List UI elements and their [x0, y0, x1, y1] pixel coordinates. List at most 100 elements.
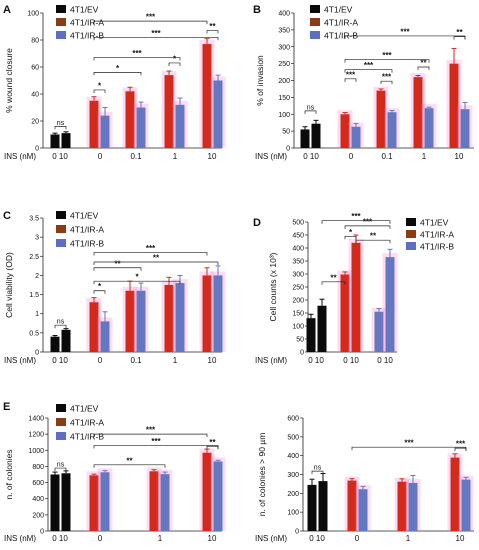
y-tick-label: 1200 — [28, 432, 44, 439]
x-tick-label: 0 10 — [52, 534, 68, 543]
x-tick-label: 0 — [98, 152, 103, 161]
y-tick-label: 20 — [31, 119, 39, 126]
x-axis-label: INS (nM) — [4, 152, 36, 161]
significance-label: ns — [57, 120, 65, 127]
y-tick-label: 200 — [32, 512, 44, 519]
bar — [50, 336, 60, 352]
significance-label: ** — [126, 456, 133, 465]
significance-label: *** — [404, 439, 414, 448]
panel-label: B — [253, 4, 261, 16]
significance-bracket — [355, 239, 391, 244]
significance-label: * — [98, 282, 102, 291]
x-tick-label: 1 — [406, 534, 411, 543]
legend-swatch — [56, 18, 66, 26]
y-tick-label: 200 — [287, 491, 299, 498]
significance-bracket — [380, 80, 393, 85]
legend-entry: 4T1/IR-B — [70, 432, 104, 442]
x-axis-label: INS (nM) — [255, 534, 287, 543]
y-tick-label: 100 — [27, 11, 39, 18]
bar — [100, 115, 110, 148]
significance-bracket — [304, 110, 317, 114]
x-axis-label: INS (nM) — [255, 356, 287, 365]
y-tick-label: 250 — [292, 285, 304, 292]
bar — [450, 457, 460, 531]
legend-entry: 4T1/IR-B — [420, 242, 454, 252]
significance-label: *** — [146, 426, 156, 435]
y-tick-label: 0 — [35, 146, 39, 153]
significance-bracket — [344, 69, 393, 73]
significance-bracket — [93, 89, 106, 93]
y-tick-label: 400 — [292, 246, 304, 253]
x-tick-label: 0 — [98, 356, 103, 365]
legend-swatch — [310, 5, 320, 13]
bar — [397, 481, 407, 531]
bar — [374, 311, 384, 352]
bar — [347, 480, 357, 531]
significance-label: *** — [146, 244, 156, 253]
bar — [317, 305, 327, 352]
bar — [175, 104, 185, 148]
significance-bracket — [206, 30, 219, 34]
bar — [340, 114, 350, 148]
x-tick-label: 0 10 — [377, 356, 393, 365]
y-tick-label: 80 — [31, 38, 39, 45]
significance-label: ** — [370, 232, 377, 241]
bar — [202, 452, 212, 531]
y-tick-label: 200 — [278, 78, 290, 85]
x-axis-label: INS (nM) — [255, 152, 287, 161]
significance-label: ns — [57, 462, 65, 469]
x-tick-label: 0.1 — [130, 152, 142, 161]
legend-swatch — [310, 31, 320, 39]
legend-swatch — [406, 230, 416, 238]
bar — [202, 44, 212, 148]
x-tick-label: 0.1 — [381, 152, 393, 161]
x-tick-label: 0 10 — [52, 152, 68, 161]
y-tick-label: 600 — [32, 480, 44, 487]
bar — [300, 129, 310, 148]
y-tick-label: 300 — [278, 44, 290, 51]
y-tick-label: 0 — [300, 350, 304, 357]
legend-entry: 4T1/IR-A — [324, 18, 358, 28]
y-tick-label: 2 — [35, 273, 39, 280]
x-tick-label: 1 — [173, 356, 178, 365]
y-tick-label: 250 — [278, 61, 290, 68]
significance-bracket — [311, 470, 324, 475]
y-tick-label: 1 — [35, 311, 39, 318]
x-tick-label: 0 — [98, 534, 103, 543]
y-tick-label: 50 — [282, 129, 290, 136]
legend-entry: 4T1/IR-A — [420, 230, 454, 240]
bar — [136, 290, 146, 352]
panel-A: 0 20 40 60 80 100 % wound closure A 0 10 0 0.1 1 10 I… — [3, 4, 226, 161]
significance-label: *** — [382, 51, 392, 60]
legend-swatch — [56, 211, 66, 219]
y-axis-label: Cell viability (OD) — [4, 252, 14, 318]
panel-label: A — [3, 4, 11, 16]
y-tick-label: 100 — [292, 324, 304, 331]
significance-label: * — [135, 273, 139, 282]
significance-bracket — [168, 62, 181, 66]
y-tick-label: 350 — [278, 27, 290, 34]
bar — [376, 90, 386, 148]
significance-bracket — [54, 467, 67, 472]
significance-bracket — [93, 72, 142, 76]
x-tick-label: 10 — [208, 356, 217, 365]
significance-label: ns — [307, 104, 315, 111]
significance-label: ns — [314, 465, 322, 472]
x-tick-label: 0 10 — [309, 534, 325, 543]
bar — [100, 321, 110, 352]
y-tick-label: 100 — [278, 112, 290, 119]
bar — [387, 112, 397, 148]
significance-label: ** — [153, 254, 160, 263]
significance-bracket — [206, 445, 219, 450]
legend-swatch — [56, 5, 66, 13]
x-tick-label: 1 — [158, 534, 163, 543]
significance-label: ns — [57, 319, 65, 326]
legend-swatch — [56, 31, 66, 39]
bar — [408, 482, 418, 531]
bar — [61, 133, 71, 148]
significance-bracket — [93, 20, 208, 25]
significance-bracket — [321, 281, 346, 285]
significance-bracket — [453, 36, 466, 40]
